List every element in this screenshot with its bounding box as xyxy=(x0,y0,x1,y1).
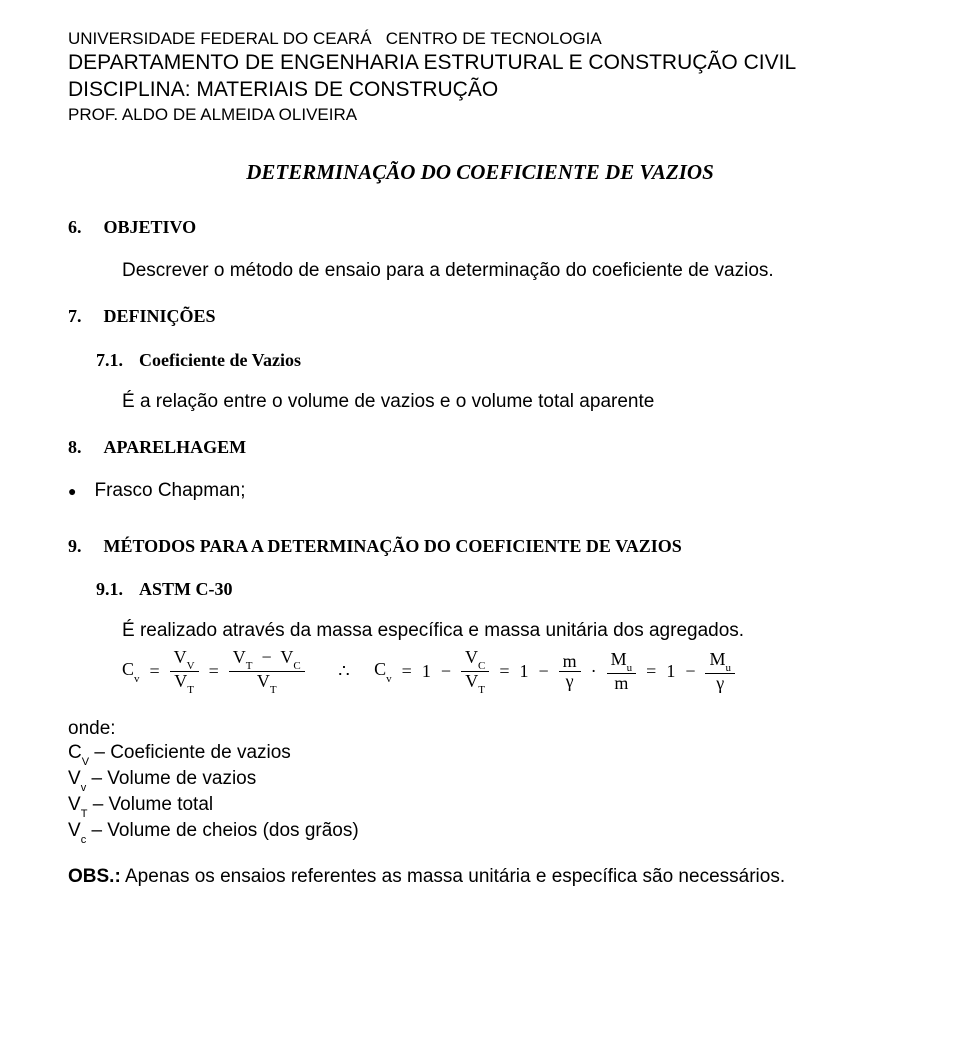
header-line-1: UNIVERSIDADE FEDERAL DO CEARÁ CENTRO DE … xyxy=(68,28,892,50)
section-metodos-heading: 9. MÉTODOS PARA A DETERMINAÇÃO DO COEFIC… xyxy=(68,535,892,558)
obs-label: OBS.: xyxy=(68,866,121,887)
astm-body: É realizado através da massa específica … xyxy=(122,619,892,643)
header-line-2: DEPARTAMENTO DE ENGENHARIA ESTRUTURAL E … xyxy=(68,50,892,77)
sub-num: 7.1. xyxy=(96,349,123,372)
where-vv: Vv – Volume de vazios xyxy=(68,767,892,793)
section-title: DEFINIÇÕES xyxy=(104,305,216,328)
sym-Cv: Cv xyxy=(374,658,392,684)
obs-block: OBS.: Apenas os ensaios referentes as ma… xyxy=(68,865,892,889)
where-vc: Vc – Volume de cheios (dos grãos) xyxy=(68,819,892,845)
sym-dot: · xyxy=(591,660,597,683)
frac-VC-VT: VC VT xyxy=(461,648,489,695)
where-label: onde: xyxy=(68,717,892,741)
sym-eq: = xyxy=(209,660,219,683)
aparelhagem-bullet: ● Frasco Chapman; xyxy=(68,479,892,503)
sym-eq: = xyxy=(499,660,509,683)
subsection-coef-vazios-heading: 7.1. Coeficiente de Vazios xyxy=(96,349,892,372)
frac-m-gamma: m γ xyxy=(559,652,581,691)
sub-title: Coeficiente de Vazios xyxy=(139,349,301,372)
formula-equation: Cv = VV VT = VT − VC VT ∴ Cv = 1 xyxy=(122,648,892,695)
section-title: MÉTODOS PARA A DETERMINAÇÃO DO COEFICIEN… xyxy=(104,535,682,558)
where-cv: CV – Coeficiente de vazios xyxy=(68,741,892,767)
sym-therefore: ∴ xyxy=(338,660,349,683)
sub-num: 9.1. xyxy=(96,578,123,601)
sym-eq: = xyxy=(646,660,656,683)
sym-eq: = xyxy=(402,660,412,683)
page: UNIVERSIDADE FEDERAL DO CEARÁ CENTRO DE … xyxy=(0,0,960,1038)
where-vt: VT – Volume total xyxy=(68,793,892,819)
bullet-text: Frasco Chapman; xyxy=(94,479,245,503)
section-title: OBJETIVO xyxy=(104,216,197,239)
section-num: 7. xyxy=(68,305,82,328)
objetivo-body: Descrever o método de ensaio para a dete… xyxy=(122,259,892,283)
coef-vazios-body: É a relação entre o volume de vazios e o… xyxy=(122,390,892,414)
formula-block: É realizado através da massa específica … xyxy=(122,619,892,695)
frac-Vv-VT: VV VT xyxy=(170,648,199,695)
section-num: 9. xyxy=(68,535,82,558)
section-num: 8. xyxy=(68,436,82,459)
sym-eq: = xyxy=(150,660,160,683)
center-name: CENTRO DE TECNOLOGIA xyxy=(386,29,602,48)
section-definicoes-heading: 7. DEFINIÇÕES xyxy=(68,305,892,328)
doc-title: DETERMINAÇÃO DO COEFICIENTE DE VAZIOS xyxy=(68,159,892,186)
univ-name: UNIVERSIDADE FEDERAL DO CEARÁ xyxy=(68,29,372,48)
section-num: 6. xyxy=(68,216,82,239)
obs-text: Apenas os ensaios referentes as massa un… xyxy=(121,866,785,887)
frac-Mu-gamma: Mu γ xyxy=(705,650,735,693)
frac-VT-VC-over-VT: VT − VC VT xyxy=(229,648,305,695)
section-objetivo-heading: 6. OBJETIVO xyxy=(68,216,892,239)
sub-title: ASTM C-30 xyxy=(139,578,233,601)
section-title: APARELHAGEM xyxy=(104,436,247,459)
header-line-4: PROF. ALDO DE ALMEIDA OLIVEIRA xyxy=(68,104,892,126)
where-block: onde: CV – Coeficiente de vazios Vv – Vo… xyxy=(68,717,892,845)
frac-Mu-m: Mu m xyxy=(607,650,637,693)
bullet-icon: ● xyxy=(68,484,76,498)
section-aparelhagem-heading: 8. APARELHAGEM xyxy=(68,436,892,459)
subsection-astm-heading: 9.1. ASTM C-30 xyxy=(96,578,892,601)
sym-Cv: Cv xyxy=(122,658,140,684)
header-line-3: DISCIPLINA: MATERIAIS DE CONSTRUÇÃO xyxy=(68,77,892,104)
